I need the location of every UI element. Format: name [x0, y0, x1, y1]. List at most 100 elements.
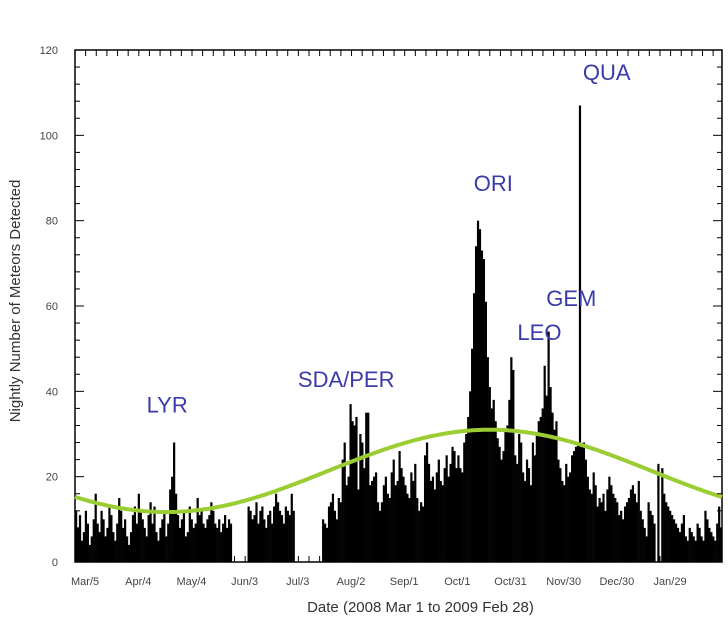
bar — [153, 506, 156, 562]
bar — [423, 455, 427, 562]
bar — [645, 536, 648, 562]
bar — [394, 485, 397, 562]
bar — [255, 502, 258, 562]
x-tick-label: May/4 — [176, 576, 206, 588]
bar — [698, 527, 701, 562]
bar — [712, 536, 715, 562]
bar — [574, 446, 578, 562]
bar — [473, 293, 476, 562]
bar — [455, 468, 458, 562]
bar — [378, 510, 382, 562]
bar — [427, 463, 431, 562]
bar — [643, 527, 646, 562]
bar — [696, 523, 699, 562]
shower-label: LYR — [147, 393, 188, 418]
bar — [639, 510, 642, 562]
bar — [112, 532, 115, 562]
bar — [165, 536, 168, 562]
bar — [86, 523, 89, 562]
bar — [224, 515, 227, 562]
bar — [120, 510, 123, 562]
bar — [102, 519, 105, 562]
bar — [324, 523, 327, 562]
bar — [180, 519, 184, 562]
bar — [518, 434, 521, 562]
bar — [253, 515, 256, 562]
bar — [173, 442, 176, 562]
bar — [641, 519, 644, 562]
bar — [337, 498, 340, 562]
bar — [500, 459, 503, 562]
bar — [390, 472, 393, 562]
bar — [482, 259, 486, 562]
bar — [569, 472, 572, 562]
bar — [339, 502, 342, 562]
bar — [182, 510, 186, 562]
bar — [649, 510, 652, 562]
bar — [133, 506, 137, 562]
bar — [161, 519, 164, 562]
bar — [629, 489, 633, 562]
bar — [325, 527, 329, 562]
x-tick-label: Jun/3 — [231, 576, 258, 588]
bar — [443, 468, 446, 562]
bar — [273, 506, 276, 562]
bar — [447, 476, 450, 562]
bar — [206, 519, 209, 562]
bar — [480, 250, 484, 562]
bar — [600, 502, 603, 562]
bar — [567, 476, 570, 562]
x-tick-label: Apr/4 — [125, 576, 151, 588]
bar — [433, 489, 436, 562]
bar — [251, 519, 254, 562]
bar — [404, 485, 407, 562]
bar — [665, 502, 668, 562]
bar — [167, 523, 170, 562]
bar — [555, 421, 558, 562]
axis-ticks — [74, 49, 722, 563]
bar — [612, 493, 615, 562]
bar — [680, 523, 684, 562]
bar — [382, 485, 386, 562]
x-tick-label: Nov/30 — [546, 576, 581, 588]
bar — [174, 493, 178, 562]
bar — [190, 519, 193, 562]
bar — [663, 493, 666, 562]
bar — [351, 421, 354, 562]
bar — [674, 523, 678, 562]
y-tick-label: 80 — [46, 216, 58, 228]
bar — [620, 510, 623, 562]
bar — [345, 485, 348, 562]
bar — [465, 434, 468, 562]
bar — [451, 446, 454, 562]
bar — [249, 510, 252, 562]
bar — [502, 451, 505, 562]
bar — [435, 472, 438, 562]
bar — [467, 416, 470, 562]
bar — [576, 442, 580, 562]
bar — [163, 510, 166, 562]
y-axis-title: Nightly Number of Meteors Detected — [7, 180, 24, 423]
bar — [582, 442, 586, 562]
bar — [510, 357, 513, 562]
bar — [222, 523, 225, 562]
bar — [388, 498, 391, 562]
bar — [90, 536, 93, 562]
bar — [341, 459, 344, 562]
bar — [84, 510, 88, 562]
bar — [594, 485, 597, 562]
bar — [684, 536, 687, 562]
bar — [333, 510, 337, 562]
bar — [192, 527, 195, 562]
bar — [380, 502, 384, 562]
bar — [139, 510, 142, 562]
bar — [214, 523, 217, 562]
bar — [218, 519, 221, 562]
bar — [261, 506, 264, 562]
bar — [686, 540, 689, 562]
bar — [429, 480, 433, 562]
bar — [198, 515, 201, 562]
x-tick-labels: Mar/5 Apr/4 May/4 Jun/3 Jul/3 Aug/2 Sep/1 Oct/1… — [71, 576, 687, 588]
bar — [267, 515, 270, 562]
bar — [274, 493, 278, 562]
